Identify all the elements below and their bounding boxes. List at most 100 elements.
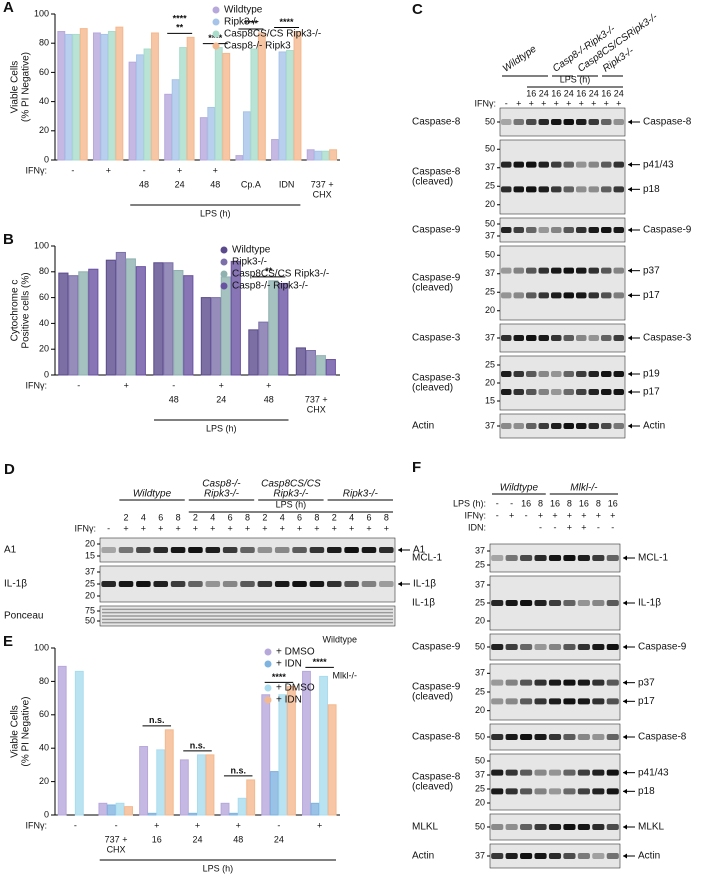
band	[344, 547, 359, 553]
lane-label: 16	[521, 498, 531, 508]
panel-label: F	[412, 459, 421, 476]
band	[101, 547, 116, 553]
bar	[78, 271, 89, 376]
strip-label: Actin	[412, 851, 434, 862]
legend-heading: Wildtype	[322, 634, 357, 644]
lane-label: +	[297, 523, 302, 533]
marker-label: 20	[85, 538, 95, 548]
y-tick-label: 60	[39, 292, 49, 302]
x-axis-label: LPS (h)	[200, 208, 231, 218]
annotation: ****	[208, 33, 223, 43]
lane-label: +	[349, 523, 354, 533]
band	[563, 119, 574, 125]
strip-label: (cleaved)	[412, 283, 453, 294]
band	[606, 853, 619, 859]
group-label: Wildtype	[501, 43, 539, 74]
y-tick-label: 40	[39, 318, 49, 328]
band	[501, 292, 512, 299]
legend-label: + DMSO	[276, 647, 315, 658]
lane-label: 2	[262, 512, 267, 522]
bar	[163, 262, 174, 376]
band	[592, 600, 605, 606]
band	[513, 423, 524, 429]
lane-label: -	[496, 510, 499, 520]
marker-label: 25	[475, 783, 485, 793]
marker-label: 37	[485, 332, 495, 342]
marker-label: 25	[485, 359, 495, 369]
bar	[156, 749, 166, 816]
legend-label: Casp8CS/CS Ripk3-/-	[224, 29, 321, 40]
band	[548, 788, 562, 795]
bar	[107, 804, 116, 816]
band	[538, 389, 549, 395]
band	[577, 769, 590, 776]
annotation: ****	[173, 14, 188, 24]
bar	[139, 746, 149, 816]
row-label: IFNγ:	[75, 523, 97, 533]
ifn-value: +	[317, 820, 322, 830]
marker-label: 20	[85, 590, 95, 600]
marker-label: 20	[475, 705, 485, 715]
arrow-head	[628, 389, 632, 395]
band	[606, 644, 619, 650]
band	[588, 186, 599, 193]
arrow-head	[623, 600, 627, 606]
legend-marker	[220, 258, 228, 266]
bar	[257, 32, 266, 161]
bar	[124, 806, 133, 816]
band	[526, 161, 537, 168]
lane-label: +	[567, 510, 572, 520]
marker-label: 50	[485, 250, 495, 260]
bar	[153, 262, 164, 376]
lane-label: 4	[141, 512, 146, 522]
band	[592, 734, 605, 740]
lane-label: 6	[228, 512, 233, 522]
lane-label: 4	[210, 512, 215, 522]
band	[188, 581, 203, 587]
band	[501, 389, 512, 395]
ifn-value: +	[106, 165, 111, 175]
lane-label: 2	[124, 512, 129, 522]
ifn-label: IFNγ:	[26, 165, 48, 175]
y-axis-label: Cytochrome c	[10, 280, 21, 342]
group-label: Wildtype	[500, 483, 539, 494]
band	[526, 227, 537, 233]
bar	[147, 812, 157, 816]
bar	[242, 111, 251, 161]
band	[588, 371, 599, 377]
y-tick-label: 60	[39, 67, 49, 77]
bar	[107, 31, 116, 161]
annotation: ****	[272, 672, 287, 682]
band	[601, 423, 612, 429]
annotation: ****	[313, 657, 328, 667]
lane-label: 16	[608, 498, 618, 508]
band	[240, 581, 255, 587]
marker-label: 15	[85, 550, 95, 560]
lane-label: +	[141, 523, 146, 533]
bar	[261, 694, 271, 816]
band	[513, 267, 524, 274]
arrow-head	[628, 371, 632, 377]
lane-label: 8	[176, 512, 181, 522]
lane-label: +	[596, 510, 601, 520]
marker-label: 50	[485, 116, 495, 126]
time-label: 24	[274, 834, 284, 844]
band	[505, 644, 518, 650]
annotation: n.s.	[230, 765, 246, 775]
bar	[72, 33, 81, 161]
band	[526, 335, 537, 341]
bar	[278, 282, 289, 376]
bar	[302, 670, 311, 816]
band	[534, 679, 547, 686]
band-label: p17	[643, 290, 660, 301]
lane-label: 6	[366, 512, 371, 522]
band	[606, 698, 619, 705]
band	[534, 600, 547, 606]
strip-label: A1	[4, 545, 17, 556]
band	[520, 824, 533, 830]
arrow-head	[628, 162, 632, 168]
lane-label: +	[262, 523, 267, 533]
marker-label: 25	[475, 559, 485, 569]
bar	[151, 32, 159, 161]
band	[548, 769, 562, 776]
